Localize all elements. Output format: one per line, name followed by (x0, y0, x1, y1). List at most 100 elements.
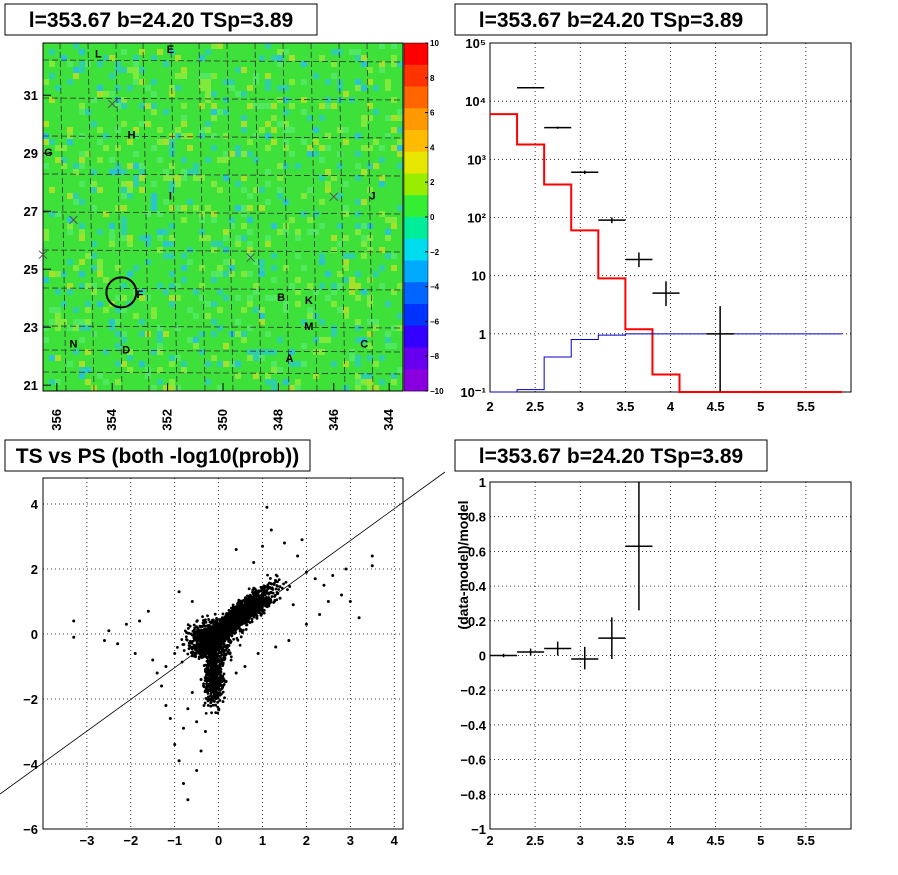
heatmap-cell (169, 145, 176, 152)
heatmap-cell (127, 181, 134, 188)
heatmap-cell (319, 181, 326, 188)
heatmap-cell (157, 343, 164, 350)
heatmap-cell (133, 307, 140, 314)
heatmap-cell (331, 283, 338, 290)
heatmap-cell (283, 271, 290, 278)
colorbar-tick-label: −2 (430, 248, 440, 257)
heatmap-cell (169, 157, 176, 164)
heatmap-cell (103, 313, 110, 320)
heatmap-cell (295, 91, 302, 98)
heatmap-cell (391, 151, 398, 158)
heatmap-cell (301, 103, 308, 110)
heatmap-cell (109, 229, 116, 236)
heatmap-cell (115, 103, 122, 110)
heatmap-cell (235, 151, 242, 158)
heatmap-cell (259, 355, 266, 362)
heatmap-cell (97, 169, 104, 176)
heatmap-cell (229, 247, 236, 254)
heatmap-cell (331, 109, 338, 116)
heatmap-cell (343, 241, 350, 248)
heatmap-cell (223, 385, 230, 392)
heatmap-cell (73, 133, 80, 140)
heatmap-cell (229, 307, 236, 314)
heatmap-parallel (42, 211, 404, 215)
heatmap-cell (79, 295, 86, 302)
heatmap-cell (91, 163, 98, 170)
heatmap-cell (241, 115, 248, 122)
heatmap-cell (73, 319, 80, 326)
heatmap-cell (193, 43, 200, 50)
heatmap-cell (109, 223, 116, 230)
heatmap-cell (115, 283, 122, 290)
heatmap-cell (67, 121, 74, 128)
heatmap-cell (175, 307, 182, 314)
heatmap-cell (343, 229, 350, 236)
heatmap-cell (97, 85, 104, 92)
heatmap-cell (349, 223, 356, 230)
heatmap-cell (223, 301, 230, 308)
heatmap-cell (139, 331, 146, 338)
heatmap-cell (115, 361, 122, 368)
heatmap-cell (67, 349, 74, 356)
heatmap-cell (181, 283, 188, 290)
heatmap-cell (115, 355, 122, 362)
heatmap-cell (301, 127, 308, 134)
heatmap-cell (373, 187, 380, 194)
heatmap-cell (295, 337, 302, 344)
heatmap-cell (361, 193, 368, 200)
heatmap-cell (271, 373, 278, 380)
heatmap-cell (187, 175, 194, 182)
heatmap-cell (373, 199, 380, 206)
heatmap-cell (157, 61, 164, 68)
heatmap-cell (385, 127, 392, 134)
heatmap-cell (379, 97, 386, 104)
heatmap-cell (379, 199, 386, 206)
heatmap-cell (151, 79, 158, 86)
heatmap-cell (127, 235, 134, 242)
heatmap-cell (175, 385, 182, 392)
heatmap-cell (205, 235, 212, 242)
heatmap-cell (145, 97, 152, 104)
heatmap-cell (85, 307, 92, 314)
heatmap-cell (175, 337, 182, 344)
heatmap-cell (271, 331, 278, 338)
heatmap-cell (115, 55, 122, 62)
heatmap-cell (91, 343, 98, 350)
heatmap-cell (289, 187, 296, 194)
heatmap-cell (49, 121, 56, 128)
heatmap-cell (217, 313, 224, 320)
heatmap-cell (265, 331, 272, 338)
heatmap-cell (265, 361, 272, 368)
heatmap-cell (127, 199, 134, 206)
heatmap-cell (79, 61, 86, 68)
heatmap-meridian (254, 42, 262, 392)
heatmap-cell (289, 373, 296, 380)
heatmap-cell (43, 253, 50, 260)
heatmap-cell (139, 139, 146, 146)
heatmap-cell (67, 379, 74, 386)
heatmap-cell (127, 307, 134, 314)
heatmap-cell (241, 217, 248, 224)
heatmap-cell (193, 157, 200, 164)
heatmap-cell (361, 265, 368, 272)
heatmap-cell (241, 385, 248, 392)
heatmap-cell (271, 295, 278, 302)
heatmap-cell (205, 241, 212, 248)
heatmap-cell (373, 43, 380, 50)
heatmap-cell (379, 163, 386, 170)
heatmap-cell (223, 289, 230, 296)
heatmap-cell (211, 97, 218, 104)
heatmap-cell (187, 205, 194, 212)
heatmap-cell (97, 337, 104, 344)
heatmap-cell (151, 367, 158, 374)
heatmap-cell (61, 229, 68, 236)
heatmap-cell (385, 205, 392, 212)
heatmap-cell (43, 85, 50, 92)
heatmap-cell (313, 121, 320, 128)
heatmap-cell (157, 97, 164, 104)
heatmap-cell (247, 289, 254, 296)
heatmap-cell (289, 121, 296, 128)
heatmap-cell (67, 211, 74, 218)
heatmap-cell (313, 193, 320, 200)
heatmap-cell (385, 181, 392, 188)
